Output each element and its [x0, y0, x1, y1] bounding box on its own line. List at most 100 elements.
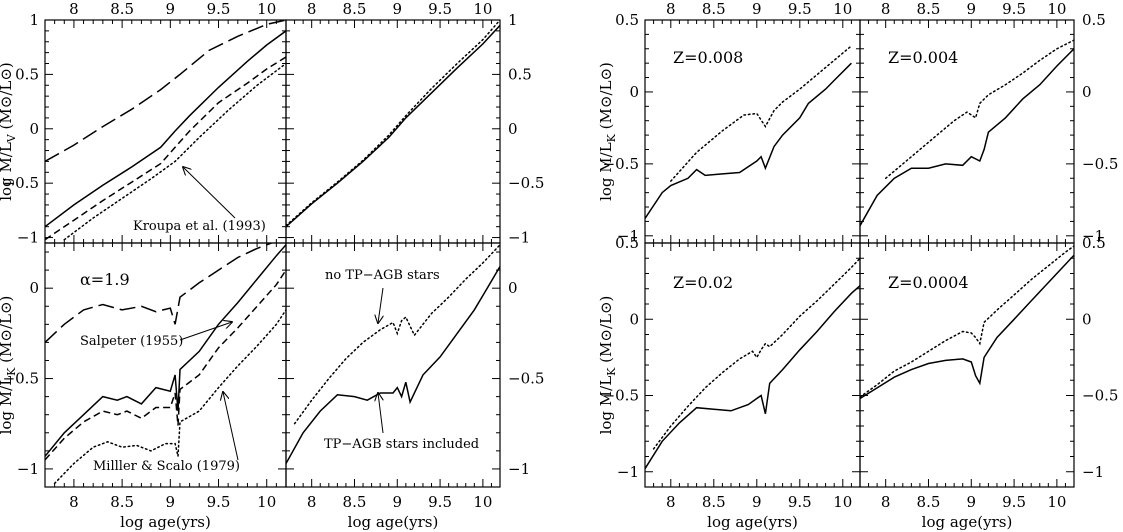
series-line-solid: [286, 24, 500, 228]
x-tick-label-top: 9: [166, 0, 176, 18]
y-axis-label: log M/LK (M⊙/L⊙): [0, 296, 18, 435]
series-line-solid: [860, 254, 1074, 400]
series-line-solid: [645, 62, 852, 219]
annotation-label: Z=0.008: [673, 48, 743, 67]
series-line-short-dash: [45, 56, 286, 241]
y-tick-label-right: 0.5: [1082, 234, 1106, 252]
annotation-label: Z=0.02: [673, 273, 733, 292]
x-tick-label-top: 9.5: [788, 0, 812, 18]
x-tick-label-top: 9: [752, 0, 762, 18]
y-tick-label: 0.5: [615, 11, 639, 29]
x-tick-label-top: 8: [881, 0, 891, 18]
panel-frame: [285, 242, 501, 488]
annotation-label: TP−AGB stars included: [324, 437, 479, 452]
y-tick-label: −0.5: [3, 174, 39, 192]
x-tick-label-top: 10: [257, 0, 276, 18]
x-tick-label-top: 9.5: [1002, 0, 1026, 18]
x-tick-label: 8.5: [110, 493, 134, 511]
series-line-dotted: [63, 62, 286, 241]
y-axis-label: log M/LK (M⊙/L⊙): [597, 296, 618, 435]
y-tick-label-right: 0: [1082, 310, 1092, 328]
annotation-label: Salpeter (1955): [80, 334, 183, 349]
x-tick-label: 10: [257, 493, 276, 511]
panel-frame: [44, 19, 287, 244]
series-line-solid: [45, 30, 286, 228]
y-tick-label-right: −0.5: [508, 174, 544, 192]
y-tick-label-right: 1: [508, 11, 518, 29]
series-line-dotted: [286, 20, 500, 227]
y-tick-label: −0.5: [603, 387, 639, 405]
y-tick-label-right: 0: [508, 120, 518, 138]
series-line-long-dash: [45, 20, 286, 163]
annotation-arrow: [378, 393, 384, 434]
y-axis-label: log M/LV (M⊙/L⊙): [0, 62, 18, 201]
x-tick-label: 8.5: [702, 493, 726, 511]
y-tick-label: −1: [617, 463, 639, 481]
annotation-label: Z=0.0004: [888, 273, 969, 292]
y-tick-label: 0: [29, 120, 39, 138]
series-line-solid: [645, 285, 860, 470]
annotation-arrow: [179, 322, 232, 341]
x-tick-label: 10: [473, 493, 492, 511]
y-tick-label-right: 0: [508, 279, 518, 297]
x-tick-label: 9: [752, 493, 762, 511]
x-tick-label: 9: [967, 493, 977, 511]
series-line-long-dash: [45, 243, 272, 343]
y-tick-label-right: −1: [508, 229, 530, 247]
y-tick-label-right: −0.5: [1082, 155, 1118, 173]
panel-right-top-left: 8 8.5 9 9.5 10 −1 −0.5 0 0.5 log M/LK (M⊙/L⊙) Z=0.…: [597, 0, 861, 245]
series-line-dotted: [53, 309, 286, 485]
annotation-label: α=1.9: [80, 270, 130, 289]
x-tick-label-top: 8: [307, 0, 317, 18]
panel-left-bottom-left: 8 8.5 9 9.5 10 −1 −0.5 0 log age(yrs) log M/LK (M…: [0, 242, 287, 531]
y-tick-label: 1: [29, 11, 39, 29]
y-tick-label: 0.5: [15, 65, 39, 83]
y-tick-label: −0.5: [3, 370, 39, 388]
y-tick-label: 0: [629, 310, 639, 328]
x-tick-label: 8: [307, 493, 317, 511]
x-tick-label-top: 8.5: [917, 0, 941, 18]
x-tick-label-top: 10: [473, 0, 492, 18]
x-tick-label: 9: [393, 493, 403, 511]
series-line-dotted: [652, 257, 860, 450]
y-tick-label: −0.5: [603, 155, 639, 173]
series-line-solid: [45, 244, 286, 457]
x-tick-label-top: 8: [666, 0, 676, 18]
series-line-dotted: [670, 45, 853, 182]
x-tick-label-top: 9: [393, 0, 403, 18]
x-tick-label-top: 9: [967, 0, 977, 18]
x-tick-label: 8: [666, 493, 676, 511]
x-tick-label-top: 8.5: [343, 0, 367, 18]
series-line-dotted: [884, 39, 1074, 180]
y-tick-label: −1: [617, 227, 639, 245]
x-tick-label: 9.5: [428, 493, 452, 511]
annotation-arrow: [183, 167, 236, 219]
panel-left-top-right: 8 8.5 9 9.5 10 −1 −0.5 0 0.5 1: [285, 0, 544, 247]
x-tick-label: 8.5: [343, 493, 367, 511]
y-tick-label-right: 0: [1082, 83, 1092, 101]
panel-left-top-left: 8 8.5 9 9.5 10 −1 −0.5 0 0.5 1 log M/LV (M⊙/L⊙) Kro…: [0, 0, 287, 247]
panel-left-bottom-right: 8 8.5 9 9.5 10 −1 −0.5 0 log age(yrs) no TP−AGB s…: [285, 242, 544, 531]
x-tick-label-top: 10: [833, 0, 852, 18]
x-tick-label: 8: [881, 493, 891, 511]
panel-right-bottom-right: 8 8.5 9 9.5 10 −1 −0.5 0 0.5 log age(yrs) Z=0.0004: [859, 234, 1118, 531]
annotation-label: Z=0.004: [888, 48, 958, 67]
x-tick-label-top: 8.5: [110, 0, 134, 18]
x-tick-label: 8.5: [917, 493, 941, 511]
y-axis-label: log M/LK (M⊙/L⊙): [597, 62, 618, 201]
y-tick-label-right: −1: [1082, 227, 1104, 245]
y-tick-label-right: −1: [1082, 463, 1104, 481]
x-tick-label-top: 8: [69, 0, 79, 18]
annotation-label: Milller & Scalo (1979): [93, 459, 240, 474]
y-tick-label-right: 0.5: [1082, 11, 1106, 29]
x-tick-label: 9.5: [788, 493, 812, 511]
annotation-label: Kroupa et al. (1993): [133, 219, 266, 234]
y-tick-label: 0.5: [615, 234, 639, 252]
x-axis-label: log age(yrs): [922, 513, 1013, 531]
x-tick-label-top: 9.5: [207, 0, 231, 18]
annotation-label: no TP−AGB stars: [325, 268, 440, 283]
x-tick-label-top: 8.5: [702, 0, 726, 18]
y-tick-label-right: −0.5: [1082, 387, 1118, 405]
x-tick-label: 9.5: [207, 493, 231, 511]
